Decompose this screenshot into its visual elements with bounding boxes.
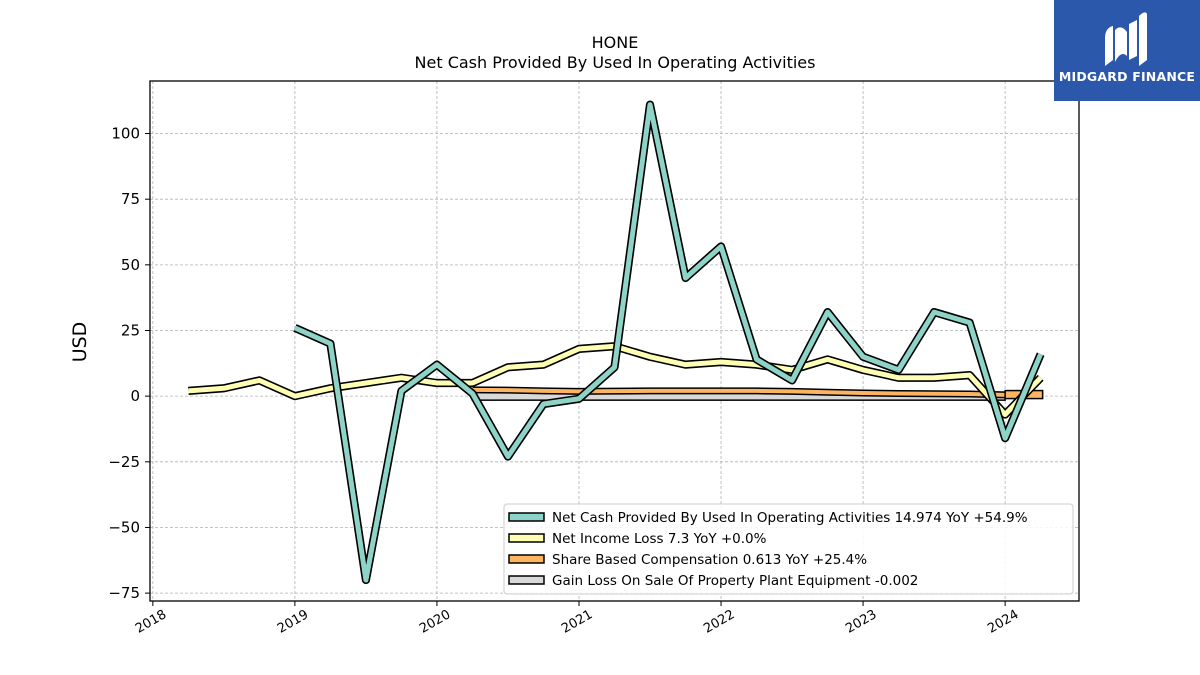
legend-swatch [508,512,545,522]
brand-logo: MIDGARD FINANCE [1054,0,1200,101]
legend-swatch [508,575,545,585]
x-tick-label: 2024 [985,607,1021,637]
legend: Net Cash Provided By Used In Operating A… [503,503,1074,595]
series-line [472,387,1041,397]
legend-swatch [508,533,545,543]
series-line [293,102,1043,583]
legend-label: Gain Loss On Sale Of Property Plant Equi… [552,573,918,589]
series-0 [293,100,1045,585]
y-tick-label: 0 [130,387,140,405]
y-tick-label: −75 [108,584,140,602]
axis-ticks: 100 75 50 25 0 −25 −50 −75 2018 2019 2020 2021 2022 2… [108,125,1021,637]
y-axis-label: USD [69,322,91,363]
x-tick-label: 2022 [701,607,737,637]
y-tick-label: −25 [108,453,140,471]
legend-swatch [508,554,545,564]
legend-label: Net Income Loss 7.3 YoY +0.0% [552,531,767,547]
y-tick-label: 25 [121,321,140,339]
y-tick-label: 50 [121,256,140,274]
y-tick-label: 75 [121,190,140,208]
chart-subtitle: Net Cash Provided By Used In Operating A… [415,53,816,72]
x-tick-label: 2019 [275,607,311,637]
midgard-m-logo-icon [1105,12,1147,66]
y-tick-label: 100 [111,125,140,143]
x-tick-label: 2020 [417,607,453,637]
logo-text: MIDGARD FINANCE [1058,69,1196,84]
x-tick-label: 2023 [843,607,879,637]
legend-label: Share Based Compensation 0.613 YoY +25.4… [552,552,867,568]
series-layer [188,100,1045,585]
grid [150,81,1079,601]
legend-box [503,503,1074,595]
plot-frame [149,80,1080,602]
chart-title: HONE [592,33,639,52]
legend-label: Net Cash Provided By Used In Operating A… [552,510,1028,526]
x-tick-label: 2021 [559,607,595,637]
y-tick-label: −50 [108,518,140,536]
x-tick-label: 2018 [133,607,169,637]
